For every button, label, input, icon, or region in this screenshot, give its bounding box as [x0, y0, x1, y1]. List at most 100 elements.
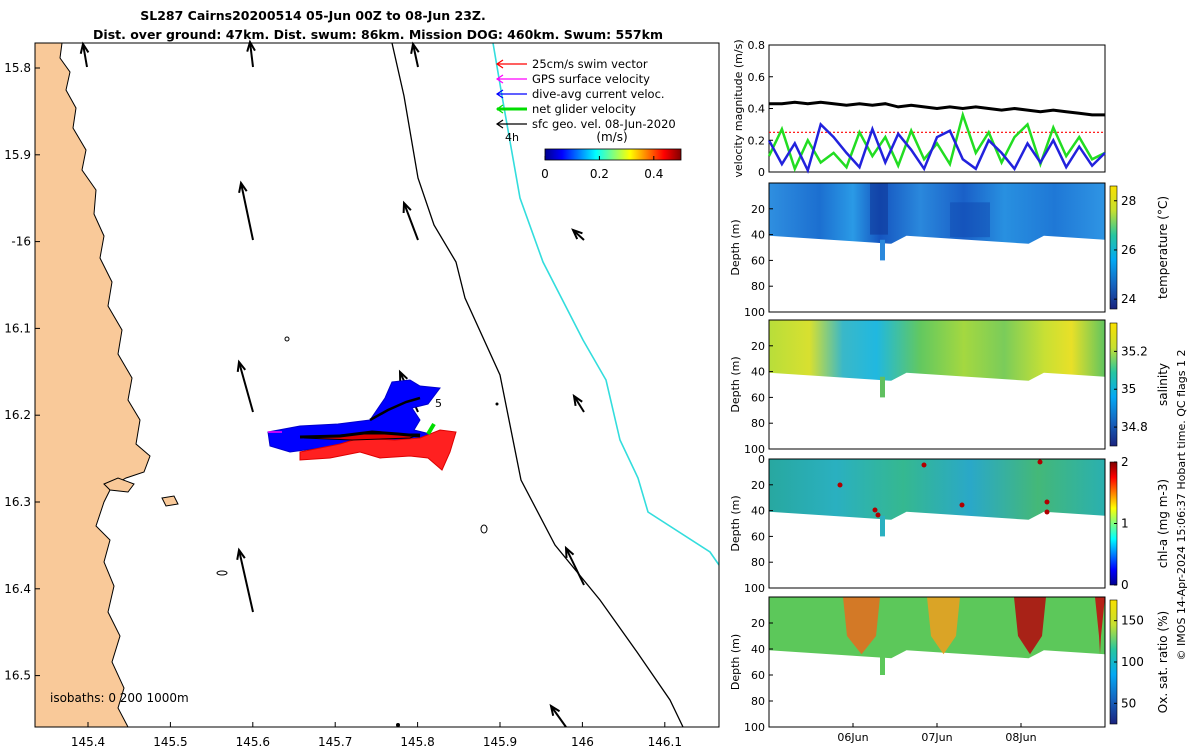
- heatmap-ytick: 0: [758, 453, 765, 466]
- map-frame: [34, 42, 720, 728]
- heatmap-colorbar-tick: 26: [1121, 243, 1136, 257]
- heatmap-ytick: 80: [751, 280, 765, 293]
- heatmap-1: 20 40 60 80 100 Depth (m) 24 26 28 temperature (°…: [729, 182, 1170, 319]
- heatmap-ytick: 20: [751, 479, 765, 492]
- island: [161, 495, 179, 507]
- geostrophic-velocity-vector: [550, 705, 567, 728]
- legend-arrowhead: [495, 119, 504, 129]
- lat-tick: -16: [11, 235, 31, 249]
- lon-tick: 145.7: [318, 735, 352, 749]
- heatmap-spike: [880, 376, 885, 398]
- time-tick: 07Jun: [921, 731, 952, 744]
- velocity-series-3: [767, 122, 1106, 174]
- isobath-1000m: [492, 42, 720, 566]
- glider-track: [299, 430, 421, 439]
- heatmap-ylabel: Depth (m): [729, 356, 742, 412]
- map-background: [35, 43, 719, 727]
- heatmap-colorbar: [1109, 185, 1118, 310]
- geostrophic-velocity-arrowhead: [236, 359, 247, 373]
- heatmap-frame: [768, 458, 1106, 589]
- chlorophyll-high-point: [959, 502, 965, 508]
- heatmap-spike: [880, 239, 885, 261]
- heatmap-ytick: 40: [751, 229, 765, 242]
- heatmap-ytick: 100: [744, 443, 765, 456]
- velocity-ytick: 0.4: [748, 103, 766, 116]
- heatmap-ytick: 80: [751, 695, 765, 708]
- heatmap-ylabel: Depth (m): [729, 219, 742, 275]
- time-tick: 06Jun: [837, 731, 868, 744]
- heatmap-2: 20 40 60 80 100 Depth (m) 34.8 35 35.2 salinity: [729, 319, 1170, 456]
- velocity-series-0: [769, 100, 1105, 117]
- heatmap-variable-label: temperature (°C): [1156, 196, 1170, 299]
- heatmap-frame: [768, 319, 1106, 450]
- colorbar-tick: 0: [541, 167, 549, 181]
- reef-outline: [396, 723, 400, 727]
- heatmap-ytick: 80: [751, 556, 765, 569]
- lon-tick: 145.4: [71, 735, 105, 749]
- geostrophic-velocity-vector: [573, 395, 585, 413]
- colorbar-unit: (m/s): [596, 130, 627, 144]
- reef-outline: [284, 336, 290, 342]
- heatmap-ytick: 20: [751, 340, 765, 353]
- glider-track: [369, 396, 421, 422]
- oxygen-high-patch: [843, 597, 880, 655]
- chlorophyll-high-point: [921, 462, 927, 468]
- lon-tick: 145.8: [400, 735, 434, 749]
- heatmap-ytick: 60: [751, 254, 765, 267]
- heatmap-ytick: 20: [751, 617, 765, 630]
- geostrophic-velocity-vector: [249, 41, 254, 68]
- geostrophic-velocity-vector: [238, 361, 254, 413]
- reef-outline: [480, 524, 488, 534]
- heatmap-field: [769, 320, 1105, 381]
- footer-credit: © IMOS 14-Apr-2024 15:06:37 Hobart time.…: [1175, 350, 1188, 661]
- heatmap-colorbar-tick: 28: [1121, 194, 1136, 208]
- temperature-cold-patch: [870, 183, 888, 235]
- isobath-200m: [391, 42, 684, 728]
- time-label: 4h: [505, 131, 519, 144]
- lat-tick: 16.3: [4, 495, 31, 509]
- heatmap-ylabel: Depth (m): [729, 634, 742, 690]
- heatmap-ytick: 100: [744, 721, 765, 734]
- heatmap-frame: [768, 182, 1106, 313]
- legend-arrowhead: [495, 89, 504, 99]
- heatmap-4: 20 40 60 80 100 Depth (m) 50 100 150 Ox. sat. rat…: [729, 596, 1170, 734]
- colorbar: [544, 148, 682, 161]
- geostrophic-velocity-arrowhead: [246, 39, 256, 52]
- time-tick: 08Jun: [1005, 731, 1036, 744]
- temperature-cold-patch: [950, 202, 990, 238]
- heatmap-colorbar-tick: 150: [1121, 614, 1144, 628]
- heatmap-ytick: 40: [751, 643, 765, 656]
- legend-label: sfc geo. vel. 08-Jun-2020: [532, 117, 676, 131]
- heatmap-ytick: 80: [751, 417, 765, 430]
- lat-tick: 16.5: [4, 669, 31, 683]
- reef-outline: [495, 402, 499, 406]
- geostrophic-velocity-arrowhead: [549, 703, 561, 716]
- geostrophic-velocity-arrowhead: [571, 228, 583, 240]
- oxygen-high-patch: [927, 597, 960, 655]
- lon-tick: 145.6: [236, 735, 270, 749]
- heatmap-ytick: 100: [744, 306, 765, 319]
- oxygen-high-patch: [1014, 597, 1046, 655]
- geostrophic-velocity-vector: [238, 549, 254, 613]
- heatmap-ytick: 60: [751, 530, 765, 543]
- heatmap-ytick: 60: [751, 391, 765, 404]
- reef-outline: [216, 570, 228, 576]
- heatmap-field: [769, 459, 1105, 520]
- heatmap-ytick: 40: [751, 366, 765, 379]
- geostrophic-velocity-arrowhead: [79, 41, 90, 54]
- heatmap-spike: [880, 515, 885, 537]
- legend-arrowhead: [495, 59, 504, 69]
- geostrophic-velocity-arrowhead: [238, 180, 248, 194]
- chlorophyll-high-point: [872, 507, 878, 513]
- heatmap-colorbar-tick: 0: [1121, 578, 1129, 592]
- heatmap-ytick: 60: [751, 669, 765, 682]
- heatmap-variable-label: chl-a (mg m-3): [1156, 479, 1170, 568]
- heatmap-spike: [880, 654, 885, 675]
- geostrophic-velocity-arrowhead: [398, 369, 409, 383]
- geostrophic-velocity-vector: [240, 182, 254, 241]
- geostrophic-velocity-arrowhead: [236, 547, 246, 561]
- lat-tick: 16.4: [4, 582, 31, 596]
- lat-tick: 16.1: [4, 321, 31, 335]
